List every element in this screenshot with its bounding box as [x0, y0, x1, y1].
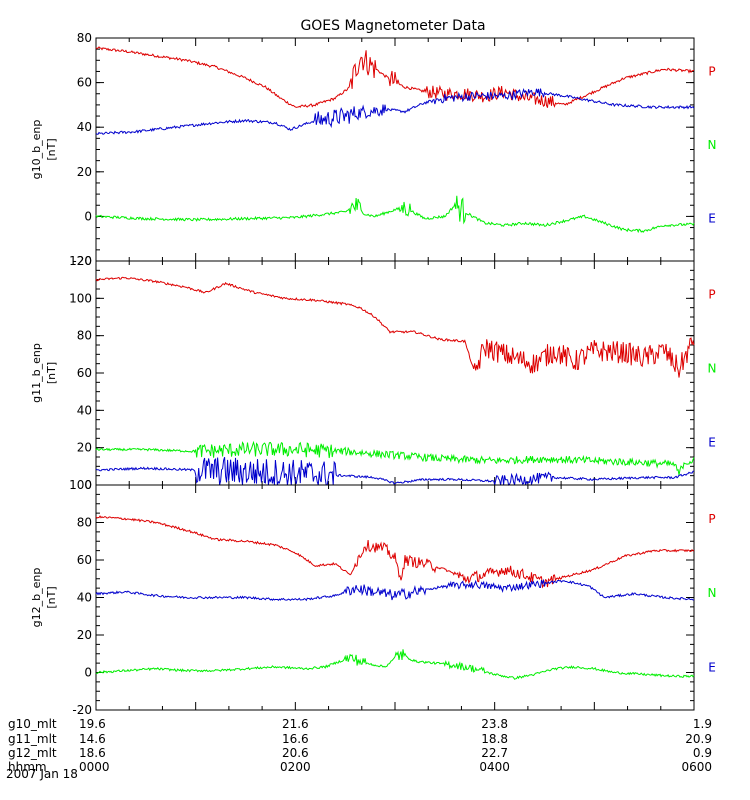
y-tick-label: 120 — [69, 254, 92, 268]
y-tick-label: 20 — [77, 441, 92, 455]
legend-N: N — [708, 138, 717, 152]
x-tick-label: 19.6 — [79, 717, 106, 731]
x-tick-label: 16.6 — [282, 732, 309, 746]
y-tick-label: 80 — [77, 31, 92, 45]
y-tick-label: 60 — [77, 366, 92, 380]
y-tick-label: 40 — [77, 403, 92, 417]
x-tick-label: 0200 — [280, 760, 311, 774]
y-tick-label: 0 — [84, 666, 92, 680]
x-row-label: hhmm — [8, 760, 47, 774]
x-tick-label: 1.9 — [693, 717, 712, 731]
panel-frame — [95, 37, 695, 262]
date-label: 2007 Jan 18 — [6, 767, 78, 781]
y-tick-label: -20 — [72, 703, 92, 717]
x-tick-label: 0400 — [479, 760, 510, 774]
x-tick-label: 21.6 — [282, 717, 309, 731]
panel-3: -20 0 20 40 60 80 100 g12_b_enp [nT] P N E — [30, 478, 716, 717]
y-tick-label: 40 — [77, 120, 92, 134]
y-tick-label: 20 — [77, 165, 92, 179]
series-line-N — [95, 88, 695, 135]
chart-title: GOES Magnetometer Data — [300, 18, 485, 34]
series-line-N — [95, 440, 695, 476]
y-tick-label: 0 — [84, 209, 92, 223]
y-axis-label: g12_b_enp — [30, 568, 43, 628]
legend-E: E — [708, 435, 716, 449]
y-axis-unit: [nT] — [45, 138, 58, 160]
y-tick-label: 60 — [77, 553, 92, 567]
x-tick-label: 0000 — [79, 760, 110, 774]
series-line-P — [95, 46, 695, 108]
x-tick-label: 23.8 — [481, 717, 508, 731]
series-line-E — [95, 649, 695, 680]
x-row-label: g12_mlt — [8, 746, 57, 760]
x-tick-label: 22.7 — [481, 746, 508, 760]
series-line-P — [95, 276, 695, 378]
y-tick-label: 80 — [77, 516, 92, 530]
x-tick-label: 0.9 — [693, 746, 712, 760]
y-tick-label: 100 — [69, 478, 92, 492]
legend-P: P — [708, 512, 715, 526]
legend-N: N — [708, 362, 717, 376]
x-tick-label: 0600 — [681, 760, 712, 774]
panel-2: 0 20 40 60 80 100 120 g11_b_enp [nT] P N E — [30, 254, 716, 492]
legend-E: E — [708, 212, 716, 226]
y-axis-unit: [nT] — [45, 362, 58, 384]
series-line-N — [95, 578, 695, 602]
y-tick-label: 80 — [77, 329, 92, 343]
series-line-P — [95, 515, 695, 589]
x-row-label: g10_mlt — [8, 717, 57, 731]
legend-P: P — [708, 64, 715, 78]
x-tick-label: 18.8 — [481, 732, 508, 746]
x-tick-label: 14.6 — [79, 732, 106, 746]
y-axis-label: g11_b_enp — [30, 343, 43, 403]
series-line-E — [95, 195, 695, 234]
y-tick-label: 60 — [77, 76, 92, 90]
y-axis-label: g10_b_enp — [30, 120, 43, 180]
x-tick-label: 20.6 — [282, 746, 309, 760]
legend-E: E — [708, 660, 716, 674]
legend-N: N — [708, 586, 717, 600]
series-line-E — [95, 456, 694, 486]
x-tick-label: 18.6 — [79, 746, 106, 760]
legend-P: P — [708, 288, 715, 302]
y-tick-label: -20 — [72, 254, 92, 268]
y-tick-label: 40 — [77, 591, 92, 605]
y-axis-unit: [nT] — [45, 586, 58, 608]
y-tick-label: 20 — [77, 628, 92, 642]
x-row-label: g11_mlt — [8, 732, 57, 746]
x-tick-label: 20.9 — [685, 732, 712, 746]
panel-1: -20 0 20 40 60 80 g10_b_enp [nT] P N E — [30, 31, 716, 268]
y-tick-label: 0 — [84, 478, 92, 492]
y-tick-label: 100 — [69, 291, 92, 305]
